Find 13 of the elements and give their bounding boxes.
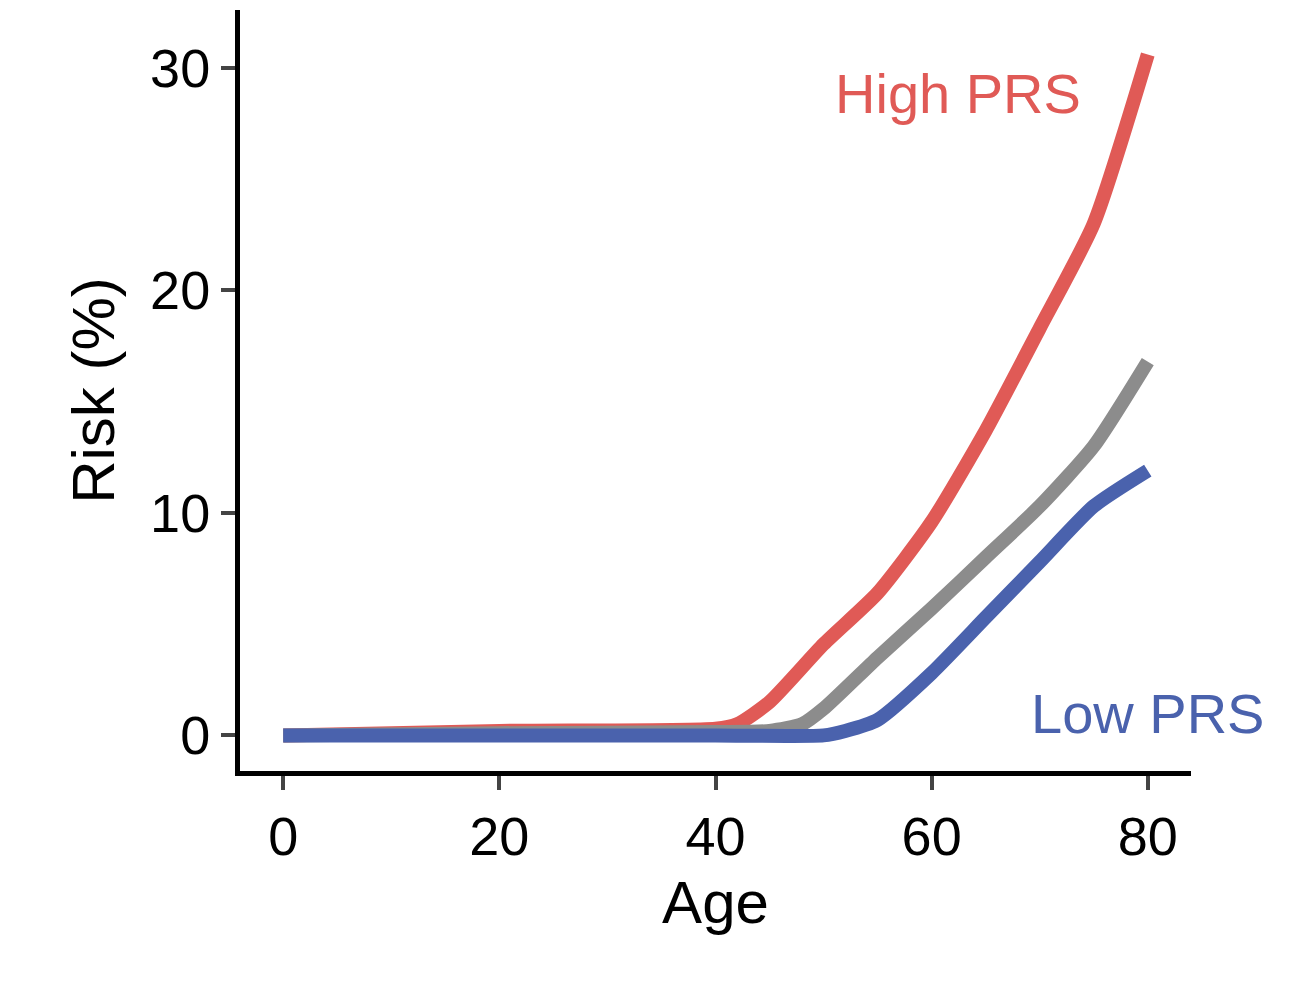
x-tick-label: 40 [685,805,746,866]
series-label: High PRS [835,62,1081,125]
y-axis-title: Risk (%) [59,277,127,504]
y-tick-label: 20 [150,260,211,321]
x-tick-label: 60 [901,805,962,866]
y-tick-label: 30 [150,37,211,98]
x-tick-label: 80 [1117,805,1178,866]
x-tick-label: 20 [469,805,530,866]
y-tick-label: 0 [180,705,211,766]
x-tick-label: 0 [268,805,299,866]
series-label: Low PRS [1031,682,1265,745]
x-axis-title: Age [662,869,769,937]
y-tick-label: 10 [150,482,211,543]
